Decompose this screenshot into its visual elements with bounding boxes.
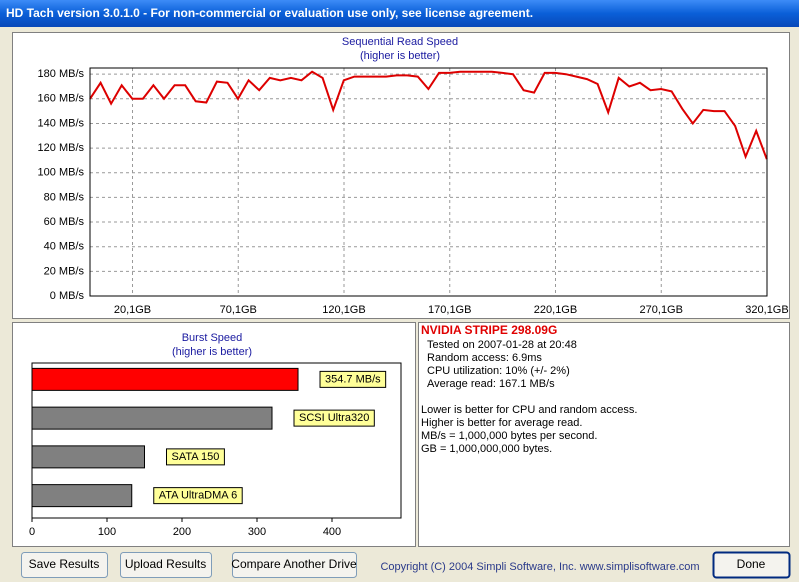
- y-tick-label: 140 MB/s: [38, 117, 85, 129]
- y-tick-label: 180 MB/s: [38, 68, 85, 80]
- bar-label: SATA 150: [172, 451, 220, 463]
- x-tick-label: 120,1GB: [322, 304, 365, 316]
- button[interactable]: [712, 551, 791, 579]
- button-label[interactable]: Save Results: [29, 557, 100, 571]
- button-label[interactable]: Compare Another Drive: [231, 557, 357, 571]
- chart-title: Sequential Read Speed: [342, 36, 458, 48]
- note-line: MB/s = 1,000,000 bytes per second.: [421, 430, 597, 442]
- button[interactable]: [232, 552, 357, 578]
- bar-label-box: [293, 409, 375, 427]
- y-tick-label: 160 MB/s: [38, 93, 85, 105]
- y-tick-label: 0 MB/s: [50, 290, 85, 302]
- result-line: CPU utilization: 10% (+/- 2%): [427, 365, 570, 377]
- y-tick-label: 60 MB/s: [44, 216, 85, 228]
- button[interactable]: [21, 552, 108, 578]
- bar: [31, 445, 145, 469]
- button-label[interactable]: Done: [737, 557, 766, 571]
- info-panel: [418, 322, 790, 547]
- bar-label: 354.7 MB/s: [325, 373, 381, 385]
- drive-name: NVIDIA STRIPE 298.09G: [421, 323, 557, 337]
- x-tick-label: 300: [248, 526, 266, 538]
- bar-label-box: [166, 448, 225, 466]
- x-tick-label: 20,1GB: [114, 304, 151, 316]
- note-line: Lower is better for CPU and random acces…: [421, 404, 637, 416]
- bar: [31, 484, 133, 508]
- x-tick-label: 70,1GB: [220, 304, 257, 316]
- title-bar: [0, 0, 799, 27]
- result-line: Tested on 2007-01-28 at 20:48: [427, 339, 577, 351]
- y-tick-label: 100 MB/s: [38, 167, 85, 179]
- note-line: GB = 1,000,000,000 bytes.: [421, 443, 552, 455]
- x-tick-label: 0: [29, 526, 35, 538]
- button-label[interactable]: Upload Results: [125, 557, 206, 571]
- bar: [31, 367, 299, 391]
- read-speed-line: [89, 70, 768, 160]
- x-tick-label: 270,1GB: [640, 304, 683, 316]
- chart-subtitle: (higher is better): [172, 346, 252, 358]
- y-tick-label: 80 MB/s: [44, 191, 85, 203]
- x-tick-label: 200: [173, 526, 191, 538]
- plot-frame: [89, 67, 768, 297]
- bar-label-box: [319, 370, 387, 388]
- note-line: Higher is better for average read.: [421, 417, 582, 429]
- x-tick-label: 320,1GB: [745, 304, 788, 316]
- x-tick-label: 400: [323, 526, 341, 538]
- result-line: Average read: 167.1 MB/s: [427, 378, 555, 390]
- bar-label-box: [153, 487, 243, 505]
- bar-label: ATA UltraDMA 6: [159, 490, 237, 502]
- bar: [31, 406, 273, 430]
- button[interactable]: [120, 552, 212, 578]
- footer-copyright: Copyright (C) 2004 Simpli Software, Inc.…: [380, 561, 699, 573]
- x-tick-label: 100: [98, 526, 116, 538]
- result-line: Random access: 6.9ms: [427, 352, 542, 364]
- read-panel: [12, 32, 790, 319]
- y-tick-label: 20 MB/s: [44, 265, 85, 277]
- chart-subtitle: (higher is better): [360, 50, 440, 62]
- y-tick-label: 120 MB/s: [38, 142, 85, 154]
- window-title: HD Tach version 3.0.1.0 - For non-commer…: [6, 6, 533, 20]
- y-tick-label: 40 MB/s: [44, 241, 85, 253]
- bar-label: SCSI Ultra320: [299, 412, 369, 424]
- chart-title: Burst Speed: [182, 332, 243, 344]
- x-tick-label: 220,1GB: [534, 304, 577, 316]
- x-tick-label: 170,1GB: [428, 304, 471, 316]
